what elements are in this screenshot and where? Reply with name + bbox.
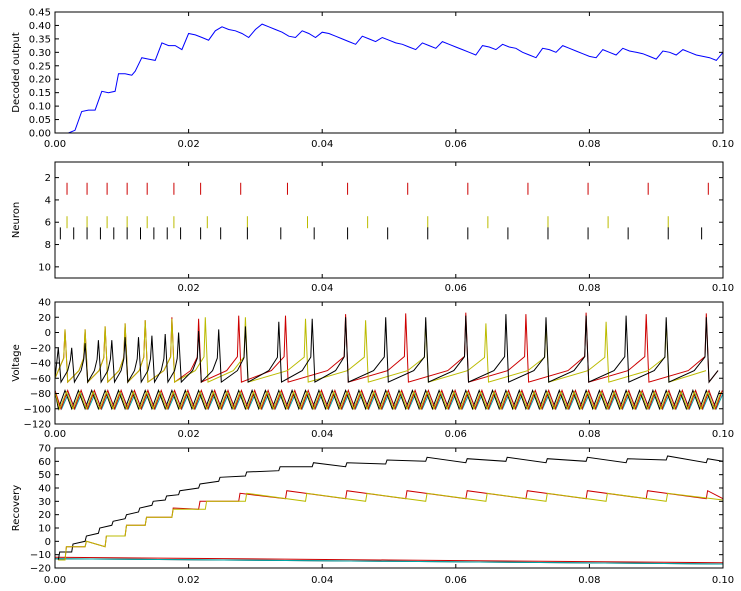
plot-area [59, 182, 709, 240]
y-tick-label: 60 [38, 457, 51, 468]
x-tick-label: 0.10 [712, 283, 734, 294]
y-tick-label: 0.45 [29, 8, 51, 19]
y-tick-label: 50 [38, 470, 51, 481]
y-tick-label: 10 [38, 262, 51, 273]
y-tick-label: 0.25 [29, 61, 51, 72]
x-tick-label: 0.04 [311, 575, 333, 586]
plot-area [55, 455, 723, 565]
oscillation-line-1 [55, 388, 721, 411]
y-tick-label: 4 [45, 195, 51, 206]
y-tick-label: 8 [45, 240, 51, 251]
axes-frame [54, 161, 724, 279]
x-tick-label: 0.06 [445, 283, 467, 294]
y-tick-label: 0.10 [29, 102, 51, 113]
x-tick-label: 0.00 [44, 139, 66, 150]
y-tick-label: 0.05 [29, 115, 51, 126]
y-tick-label: 0.00 [29, 129, 51, 140]
y-axis-label: Decoded output [11, 32, 22, 113]
x-tick-label: 0.08 [578, 139, 600, 150]
x-tick-label: 0.04 [311, 429, 333, 440]
axes-frame [54, 447, 724, 569]
y-axis-label: Voltage [11, 344, 22, 382]
voltage-line-2 [55, 314, 719, 384]
x-tick-label: 0.08 [578, 575, 600, 586]
y-tick-label: 30 [38, 497, 51, 508]
x-tick-label: 0.10 [712, 139, 734, 150]
y-axis-label: Recovery [11, 485, 22, 531]
x-tick-label: 0.02 [177, 139, 199, 150]
panel-1: 0.00 0.02 0.04 0.06 0.08 0.10 0.00 0.05 0.10 0.15… [11, 8, 734, 151]
y-tick-label: 70 [38, 444, 51, 455]
y-tick-label: −40 [30, 359, 51, 370]
x-tick-label: 0.04 [311, 139, 333, 150]
y-tick-label: −100 [24, 404, 51, 415]
x-tick-label: 0.08 [578, 429, 600, 440]
plot-area [55, 23, 723, 133]
panel-3: 0.00 0.02 0.04 0.06 0.08 0.10 40 20 0 −20 −40 −60 −8… [11, 298, 734, 441]
x-tick-label: 0.00 [44, 575, 66, 586]
y-tick-label: −20 [30, 564, 51, 575]
y-tick-label: 20 [38, 510, 51, 521]
x-tick-label: 0.08 [578, 283, 600, 294]
y-tick-label: 0.40 [29, 21, 51, 32]
recovery-flat-line-2 [55, 558, 723, 565]
x-tick-label: 0.06 [445, 429, 467, 440]
decoded-output-line [55, 23, 723, 133]
recovery-flat-line-1 [55, 556, 723, 564]
y-tick-label: −60 [30, 374, 51, 385]
panel-4: 0.00 0.02 0.04 0.06 0.08 0.10 70 60 50 40 30 20 10 0 −… [11, 444, 734, 587]
x-tick-label: 0.00 [44, 429, 66, 440]
recovery-line-2 [58, 492, 723, 561]
y-tick-label: −120 [24, 420, 51, 431]
panel-2: 0.02 0.04 0.06 0.08 0.10 2 4 6 8 10 Neuron [11, 161, 734, 294]
oscillation-line-2 [55, 388, 723, 411]
y-tick-label: 0 [45, 328, 51, 339]
y-tick-label: 10 [38, 524, 51, 535]
axes-frame [54, 11, 724, 134]
y-tick-label: −80 [30, 389, 51, 400]
y-tick-label: 0.35 [29, 34, 51, 45]
recovery-line-0 [57, 455, 723, 561]
x-tick-label: 0.10 [712, 429, 734, 440]
y-tick-label: 40 [38, 484, 51, 495]
y-tick-label: 2 [45, 173, 51, 184]
x-tick-label: 0.06 [445, 575, 467, 586]
y-tick-label: 40 [38, 298, 51, 309]
y-tick-label: 0.30 [29, 48, 51, 59]
y-tick-label: −20 [30, 343, 51, 354]
x-tick-label: 0.02 [177, 575, 199, 586]
x-tick-label: 0.04 [311, 283, 333, 294]
y-tick-label: 0.15 [29, 88, 51, 99]
x-tick-label: 0.06 [445, 139, 467, 150]
y-axis-label: Neuron [11, 202, 22, 238]
x-tick-label: 0.10 [712, 575, 734, 586]
y-tick-label: −10 [30, 550, 51, 561]
y-tick-label: 20 [38, 313, 51, 324]
y-tick-label: 0 [45, 537, 51, 548]
oscillation-line-3 [55, 390, 722, 411]
plot-area [55, 312, 723, 411]
y-tick-label: 6 [45, 218, 51, 229]
x-tick-label: 0.02 [177, 429, 199, 440]
y-tick-label: 0.20 [29, 75, 51, 86]
x-tick-label: 0.02 [177, 283, 199, 294]
